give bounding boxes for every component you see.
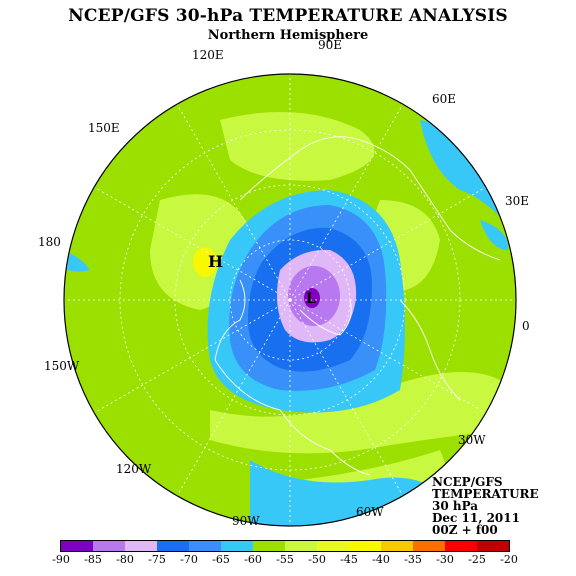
lon-label-30e: 30E	[505, 194, 529, 208]
lon-label-180: 180	[38, 235, 61, 249]
lon-label-90w: 90W	[232, 514, 260, 528]
info-line-variable: TEMPERATURE	[432, 487, 539, 501]
legend-tick-label: -55	[276, 553, 294, 566]
legend-tick-label: -70	[180, 553, 198, 566]
legend-swatch	[61, 541, 93, 551]
lon-label-120w: 120W	[116, 462, 152, 476]
legend-swatch	[221, 541, 253, 551]
map-boundary	[63, 73, 517, 527]
legend-tick-label: -35	[404, 553, 422, 566]
legend-tick-label: -80	[116, 553, 134, 566]
legend-tick-label: -60	[244, 553, 262, 566]
legend-swatch	[189, 541, 221, 551]
legend-swatch	[125, 541, 157, 551]
legend-swatch	[413, 541, 445, 551]
lon-label-30w: 30W	[458, 433, 486, 447]
lon-label-150e: 150E	[88, 121, 120, 135]
legend-tick-label: -25	[468, 553, 486, 566]
legend-swatch	[349, 541, 381, 551]
legend-tick-label: -40	[372, 553, 390, 566]
lon-label-90e: 90E	[318, 38, 342, 52]
lon-label-60e: 60E	[432, 92, 456, 106]
legend-tick-label: -20	[500, 553, 518, 566]
legend-swatch	[285, 541, 317, 551]
info-box: NCEP/GFS TEMPERATURE 30 hPa Dec 11, 2011…	[432, 476, 539, 536]
legend-tick-label: -50	[308, 553, 326, 566]
lon-label-120e: 120E	[192, 48, 224, 62]
legend-tick-label: -90	[52, 553, 70, 566]
chart-subtitle: Northern Hemisphere	[207, 28, 369, 43]
legend-swatch	[157, 541, 189, 551]
chart-title: NCEP/GFS 30-hPa TEMPERATURE ANALYSIS	[68, 6, 508, 26]
info-line-source: NCEP/GFS	[432, 475, 503, 489]
lon-label-0: 0	[522, 319, 530, 333]
lon-label-150w: 150W	[44, 359, 80, 373]
legend-swatch	[317, 541, 349, 551]
lon-label-60w: 60W	[356, 505, 384, 519]
legend-swatch	[253, 541, 285, 551]
legend-tick-label: -85	[84, 553, 102, 566]
legend-colorbar	[60, 540, 510, 552]
legend-swatch	[445, 541, 477, 551]
legend-tick-label: -45	[340, 553, 358, 566]
legend-tick-label: -65	[212, 553, 230, 566]
color-legend: -90 -85 -80 -75 -70 -65 -60 -55 -50 -45 -40 -35 -30 -…	[52, 540, 518, 566]
legend-swatch	[93, 541, 125, 551]
legend-ticks: -90 -85 -80 -75 -70 -65 -60 -55 -50 -45 -40 -35 -30 -…	[52, 552, 518, 566]
legend-swatch	[477, 541, 509, 551]
info-line-forecast: 00Z + f00	[432, 523, 498, 537]
coastlines	[214, 136, 501, 476]
high-marker: H	[208, 252, 223, 271]
low-marker: L	[306, 291, 316, 307]
legend-swatch	[381, 541, 413, 551]
legend-tick-label: -75	[148, 553, 166, 566]
info-line-level: 30 hPa	[432, 499, 479, 513]
info-line-date: Dec 11, 2011	[432, 511, 520, 525]
legend-tick-label: -30	[436, 553, 454, 566]
